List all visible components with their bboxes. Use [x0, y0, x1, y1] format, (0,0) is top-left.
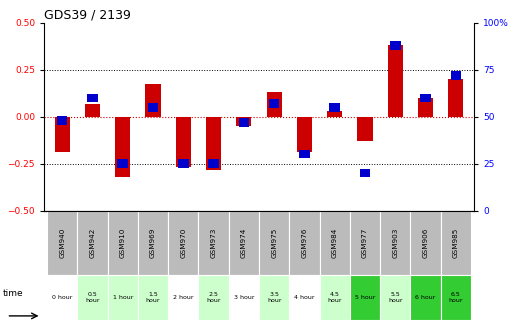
Text: GSM903: GSM903: [392, 228, 398, 258]
Text: GSM970: GSM970: [180, 228, 186, 258]
Bar: [146, 84, 161, 117]
Text: 6 hour: 6 hour: [415, 295, 436, 300]
Bar: [236, 117, 251, 126]
Bar: [410, 275, 441, 320]
Bar: [350, 275, 380, 320]
Bar: [168, 211, 198, 275]
Bar: [198, 275, 229, 320]
Bar: [208, 159, 219, 168]
Text: 1.5
hour: 1.5 hour: [146, 292, 160, 303]
Bar: [380, 211, 410, 275]
Bar: [448, 79, 464, 117]
Bar: [297, 117, 312, 152]
Text: 2.5
hour: 2.5 hour: [206, 292, 221, 303]
Bar: [77, 275, 108, 320]
Bar: [239, 118, 249, 127]
Text: 6.5
hour: 6.5 hour: [449, 292, 463, 303]
Bar: [390, 41, 400, 50]
Bar: [47, 275, 77, 320]
Bar: [168, 275, 198, 320]
Bar: [259, 211, 289, 275]
Text: GSM942: GSM942: [90, 228, 95, 258]
Text: 3.5
hour: 3.5 hour: [267, 292, 281, 303]
Bar: [320, 211, 350, 275]
Text: 4.5
hour: 4.5 hour: [327, 292, 342, 303]
Text: GSM940: GSM940: [59, 228, 65, 258]
Bar: [54, 117, 70, 152]
Text: GSM910: GSM910: [120, 228, 126, 258]
Bar: [198, 211, 229, 275]
Bar: [441, 211, 471, 275]
Text: GSM976: GSM976: [301, 228, 307, 258]
Text: GSM975: GSM975: [271, 228, 277, 258]
Bar: [410, 211, 441, 275]
Bar: [267, 92, 282, 117]
Bar: [77, 211, 108, 275]
Text: GSM969: GSM969: [150, 228, 156, 258]
Bar: [115, 117, 131, 177]
Bar: [229, 275, 259, 320]
Bar: [357, 117, 372, 141]
Bar: [229, 211, 259, 275]
Bar: [380, 275, 410, 320]
Text: GSM973: GSM973: [211, 228, 217, 258]
Bar: [57, 116, 67, 125]
Bar: [85, 104, 100, 117]
Text: 4 hour: 4 hour: [294, 295, 314, 300]
Bar: [289, 211, 320, 275]
Bar: [206, 117, 221, 170]
Bar: [87, 94, 98, 102]
Bar: [418, 98, 433, 117]
Text: time: time: [3, 289, 23, 298]
Text: 5.5
hour: 5.5 hour: [388, 292, 402, 303]
Bar: [138, 211, 168, 275]
Bar: [350, 211, 380, 275]
Bar: [148, 103, 159, 112]
Text: 1 hour: 1 hour: [112, 295, 133, 300]
Text: GDS39 / 2139: GDS39 / 2139: [44, 9, 131, 22]
Text: GSM984: GSM984: [332, 228, 338, 258]
Text: 0.5
hour: 0.5 hour: [85, 292, 100, 303]
Bar: [118, 159, 128, 168]
Bar: [259, 275, 289, 320]
Text: 3 hour: 3 hour: [234, 295, 254, 300]
Bar: [359, 169, 370, 177]
Text: 0 hour: 0 hour: [52, 295, 73, 300]
Bar: [299, 150, 310, 159]
Text: 5 hour: 5 hour: [355, 295, 375, 300]
Bar: [327, 111, 342, 117]
Text: GSM977: GSM977: [362, 228, 368, 258]
Bar: [289, 275, 320, 320]
Bar: [329, 103, 340, 112]
Bar: [320, 275, 350, 320]
Bar: [178, 159, 189, 168]
Bar: [420, 94, 431, 102]
Text: 2 hour: 2 hour: [173, 295, 194, 300]
Bar: [387, 45, 403, 117]
Text: GSM974: GSM974: [241, 228, 247, 258]
Bar: [176, 117, 191, 167]
Text: GSM985: GSM985: [453, 228, 459, 258]
Bar: [138, 275, 168, 320]
Bar: [269, 99, 279, 108]
Bar: [47, 211, 77, 275]
Bar: [441, 275, 471, 320]
Bar: [108, 211, 138, 275]
Bar: [451, 71, 461, 80]
Text: GSM906: GSM906: [423, 228, 428, 258]
Bar: [108, 275, 138, 320]
